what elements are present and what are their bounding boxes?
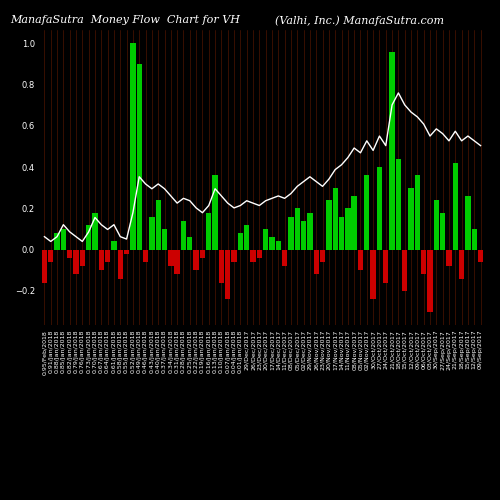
Bar	[339, 216, 344, 250]
Bar	[80, 250, 85, 266]
Bar	[212, 176, 218, 250]
Bar	[472, 229, 477, 250]
Bar	[402, 250, 407, 291]
Bar	[206, 212, 212, 250]
Bar	[320, 250, 325, 262]
Bar	[396, 159, 401, 250]
Bar	[194, 250, 199, 270]
Bar	[67, 250, 72, 258]
Text: ManafaSutra  Money Flow  Chart for VH: ManafaSutra Money Flow Chart for VH	[10, 15, 240, 25]
Bar	[112, 242, 116, 250]
Bar	[452, 163, 458, 250]
Bar	[352, 196, 357, 250]
Bar	[446, 250, 452, 266]
Bar	[118, 250, 123, 278]
Bar	[345, 208, 350, 250]
Bar	[60, 229, 66, 250]
Bar	[244, 225, 250, 250]
Bar	[74, 250, 78, 274]
Bar	[256, 250, 262, 258]
Bar	[332, 188, 338, 250]
Text: (Valhi, Inc.) ManafaSutra.com: (Valhi, Inc.) ManafaSutra.com	[275, 15, 444, 26]
Bar	[48, 250, 54, 262]
Bar	[168, 250, 173, 266]
Bar	[86, 225, 92, 250]
Bar	[428, 250, 432, 312]
Bar	[218, 250, 224, 282]
Bar	[370, 250, 376, 299]
Bar	[187, 238, 192, 250]
Bar	[314, 250, 319, 274]
Bar	[358, 250, 363, 270]
Bar	[124, 250, 130, 254]
Bar	[434, 200, 439, 250]
Bar	[136, 64, 142, 250]
Bar	[301, 221, 306, 250]
Bar	[294, 208, 300, 250]
Bar	[263, 229, 268, 250]
Bar	[156, 200, 161, 250]
Bar	[288, 216, 294, 250]
Bar	[232, 250, 236, 262]
Bar	[200, 250, 205, 258]
Bar	[238, 233, 243, 250]
Bar	[440, 212, 446, 250]
Bar	[98, 250, 104, 270]
Bar	[276, 242, 281, 250]
Bar	[92, 212, 98, 250]
Bar	[465, 196, 470, 250]
Bar	[225, 250, 230, 299]
Bar	[364, 176, 370, 250]
Bar	[130, 44, 136, 250]
Bar	[307, 212, 312, 250]
Bar	[105, 250, 110, 262]
Bar	[421, 250, 426, 274]
Bar	[376, 167, 382, 250]
Bar	[54, 233, 60, 250]
Bar	[459, 250, 464, 278]
Bar	[408, 188, 414, 250]
Bar	[250, 250, 256, 262]
Bar	[143, 250, 148, 262]
Bar	[270, 238, 274, 250]
Bar	[414, 176, 420, 250]
Bar	[326, 200, 332, 250]
Bar	[383, 250, 388, 282]
Bar	[162, 229, 167, 250]
Bar	[174, 250, 180, 274]
Bar	[149, 216, 154, 250]
Bar	[42, 250, 47, 282]
Bar	[282, 250, 288, 266]
Bar	[181, 221, 186, 250]
Bar	[390, 52, 395, 250]
Bar	[478, 250, 484, 262]
